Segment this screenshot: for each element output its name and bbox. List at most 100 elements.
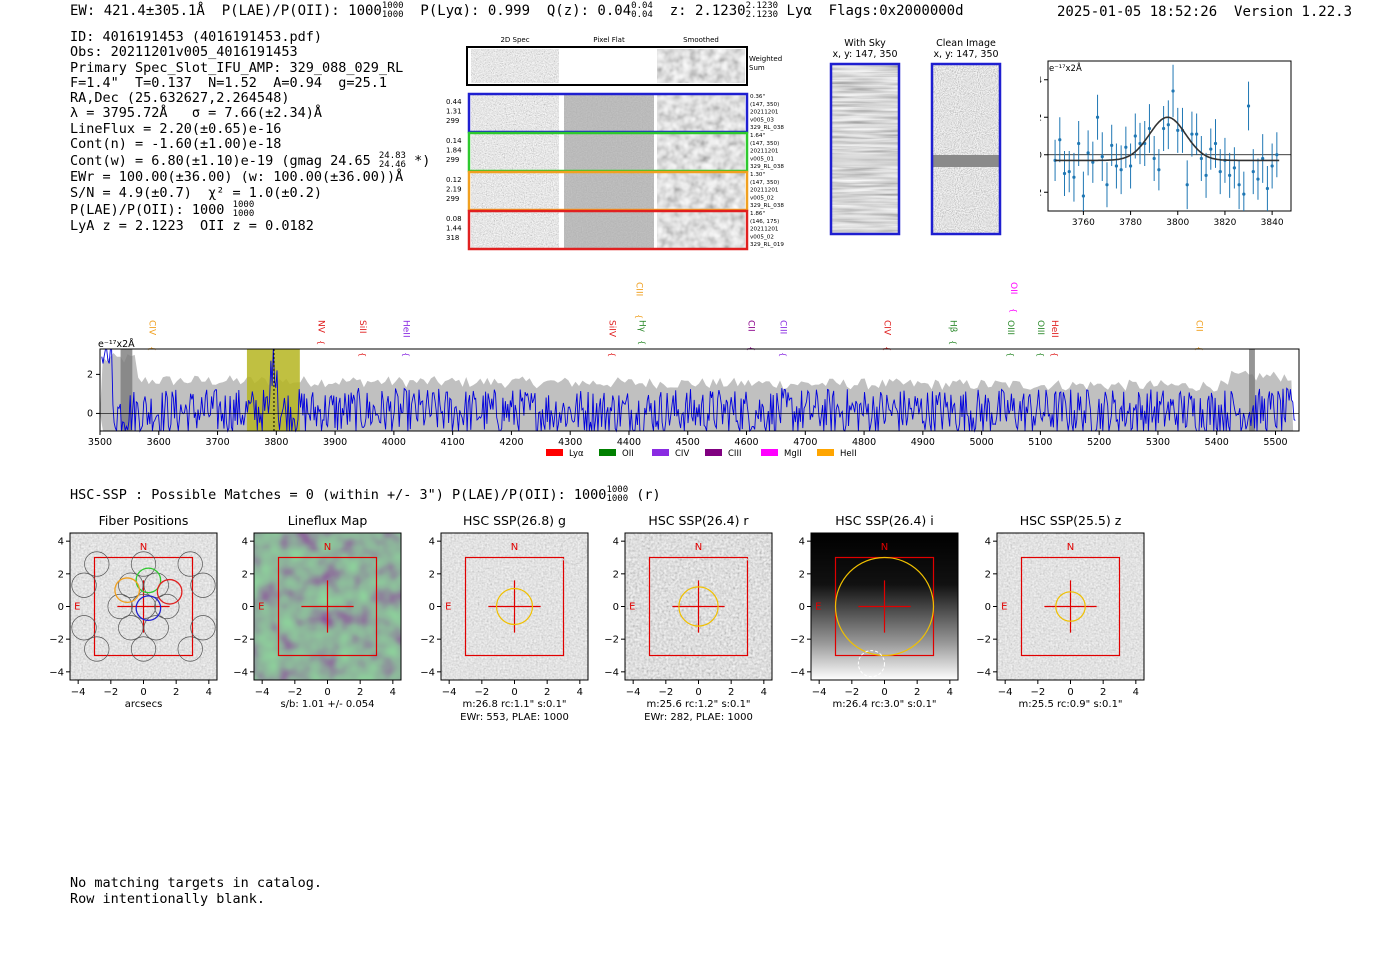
spectral-line-label: CII{: [745, 320, 755, 351]
hsc-ytick-label: 2: [799, 569, 805, 580]
row-right-label: 20211201: [750, 110, 779, 116]
clean-image-header: Clean Image x, y: 147, 350: [930, 38, 1002, 60]
weighted-2dspec: [471, 49, 559, 83]
spectral-line-label: CIII {: [634, 282, 644, 319]
zoom-xtick-label: 3780: [1119, 218, 1142, 228]
hsc-panel-title: HSC SSP(26.4) i: [835, 513, 933, 528]
svg-text:{: {: [358, 352, 367, 357]
hsc-xtick-label: 2: [728, 687, 734, 698]
spectral-line-label: NV {: [316, 320, 326, 345]
north-label: N: [695, 542, 702, 553]
with-sky-header: With Sky x, y: 147, 350: [830, 38, 900, 60]
info-ewr: EWr = 100.00(±36.00) (w: 100.00(±36.00))…: [70, 169, 404, 186]
row-2dspec: [471, 95, 559, 131]
zoom-xtick-label: 3800: [1166, 218, 1189, 228]
row-left-label: 299: [446, 117, 459, 125]
hsc-xtick-label: −4: [812, 687, 827, 698]
zoom-data-point: [1251, 149, 1255, 195]
spectral-line-label: CIV{: [146, 320, 156, 351]
hsc-caption-1: m:25.5 rc:0.9" s:0.1": [1018, 699, 1122, 710]
zoom-ytick-label: 2: [1040, 113, 1042, 123]
full-masked-region: [1249, 349, 1255, 431]
hsc-ytick-label: −2: [420, 635, 435, 646]
hsc-xtick-label: −4: [998, 687, 1013, 698]
zoom-data-point: [1157, 149, 1161, 191]
spectral-line-label: Hβ {: [947, 320, 957, 345]
north-label: N: [881, 542, 888, 553]
row-smoothed: [657, 95, 745, 131]
footer-line-2: Row intentionally blank.: [70, 890, 266, 907]
zoom-xtick-label: 3820: [1213, 218, 1236, 228]
full-xtick-label: 3500: [88, 437, 112, 448]
svg-text:CIII: CIII: [634, 282, 644, 296]
hsc-ytick-label: −2: [49, 635, 64, 646]
zoom-data-point: [1095, 94, 1100, 140]
row-right-label: 1.64": [750, 133, 765, 139]
info-radec: RA,Dec (25.632627,2.264548): [70, 90, 290, 107]
hsc-caption-1: arcsecs: [125, 699, 163, 710]
with-sky-sub: x, y: 147, 350: [832, 49, 898, 60]
east-label: E: [445, 602, 451, 613]
z-value: z: 2.1230: [669, 3, 746, 19]
hsc-ytick-label: 2: [429, 569, 435, 580]
info-plae: P(LAE)/P(OII): 1000 1000 1000: [70, 199, 255, 219]
row-right-label: (147, 350): [750, 180, 779, 186]
flags-value: Flags:0x2000000d: [828, 3, 964, 19]
hsc-panel-3: HSC SSP(26.8) g N E −4 −4 −2 −2 0 0 2 2 4 4 m:26.8 rc…: [420, 513, 589, 723]
hsc-ytick-label: 4: [58, 537, 64, 548]
zoom-data-point: [1128, 143, 1133, 189]
hsc-panel-1: Fiber Positions N E −4 −4 −2 −2 0 0 2 2 4 4 arcsecs: [49, 513, 218, 710]
row-left-label: 1.44: [446, 225, 462, 233]
info-primary: Primary Spec_Slot_IFU_AMP: 329_088_029_R…: [70, 59, 404, 76]
zoom-data-point: [1114, 143, 1119, 189]
svg-text:CII: CII: [745, 320, 755, 332]
row-right-label: 0.36": [750, 94, 765, 100]
hsc-panel-title: Lineflux Map: [288, 513, 368, 528]
z-line-name: Lyα: [786, 3, 812, 19]
zoom-data-point: [1119, 145, 1123, 195]
hsc-ytick-label: 4: [613, 537, 619, 548]
info-obs: Obs: 20211201v005_4016191453: [70, 44, 298, 61]
row-right-label: 329_RL_019: [750, 242, 784, 248]
hsc-xtick-label: 4: [390, 687, 396, 698]
zoom-data-point: [1147, 104, 1152, 153]
svg-text:OII: OII: [622, 449, 634, 459]
zoom-spectrum-chart: e⁻¹⁷x2Å 3760 3780 3800 3820 3840 -2 0 2 4: [1040, 60, 1292, 228]
spectral-line-label: HeII {: [1049, 320, 1059, 357]
info-sn: S/N = 4.9(±0.7) χ² = 1.0(±0.2): [70, 184, 322, 201]
north-label: N: [1067, 542, 1074, 553]
svg-text:Lyα: Lyα: [569, 449, 584, 459]
hsc-caption-1: s/b: 1.01 +/- 0.054: [280, 699, 374, 710]
svg-text:CIV: CIV: [146, 320, 156, 336]
hsc-xtick-label: 0: [881, 687, 887, 698]
hsc-ytick-label: 4: [985, 537, 991, 548]
full-xtick-label: 4000: [382, 437, 406, 448]
sky-images: [829, 62, 1002, 236]
weighted-smoothed: [657, 49, 745, 83]
full-xtick-label: 5500: [1263, 437, 1287, 448]
full-xtick-label: 4600: [734, 437, 758, 448]
hsc-ytick-label: 2: [985, 569, 991, 580]
full-xtick-label: 5000: [970, 437, 994, 448]
spectra-cutouts: 2D Spec Pixel Flat Smoothed Weighted Sum…: [446, 36, 784, 251]
row-pixelflat: [564, 134, 654, 170]
zoom-ytick-label: -2: [1040, 188, 1042, 198]
zoom-data-point: [1171, 64, 1175, 118]
plya-value: P(Lyα): 0.999: [420, 3, 530, 19]
row-right-label: v005_02: [750, 234, 774, 240]
hsc-xtick-label: −2: [287, 687, 302, 698]
full-xtick-label: 4500: [676, 437, 700, 448]
row-right-label: 20211201: [750, 188, 779, 194]
spectral-line-label: CIII {: [778, 320, 788, 357]
row-right-label: 1.30": [750, 172, 765, 178]
zoom-data-point: [1138, 122, 1142, 165]
row-right-label: (147, 350): [750, 102, 779, 108]
hsc-xtick-label: −2: [844, 687, 859, 698]
spectral-line-label: CII{: [1194, 320, 1204, 351]
clean-image-sub: x, y: 147, 350: [933, 49, 999, 60]
full-ytick-label: 0: [87, 408, 93, 419]
spectral-line-label: OIII {: [1005, 320, 1015, 357]
